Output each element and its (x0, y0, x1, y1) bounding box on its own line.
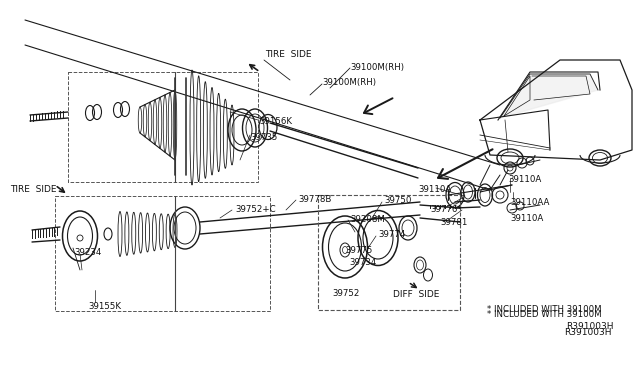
Text: 39774: 39774 (378, 230, 405, 239)
Text: 39100M(RH): 39100M(RH) (350, 63, 404, 72)
Text: 39110A: 39110A (508, 175, 541, 184)
Text: 39110A: 39110A (510, 214, 543, 223)
Text: 39234: 39234 (74, 248, 101, 257)
Text: TIRE  SIDE: TIRE SIDE (265, 50, 312, 59)
Text: 39734: 39734 (349, 258, 376, 267)
Bar (55, 196, 270, 311)
Text: 39208M: 39208M (350, 215, 385, 224)
Text: 39752+C: 39752+C (235, 205, 276, 214)
Bar (68, 72, 258, 182)
Text: 39778B: 39778B (298, 195, 332, 204)
Text: 39110AA: 39110AA (510, 198, 549, 207)
Text: 39781: 39781 (440, 218, 467, 227)
Text: R391003H: R391003H (566, 322, 614, 331)
Text: 39776*: 39776* (430, 205, 461, 214)
Text: 39752: 39752 (332, 289, 360, 298)
Text: 39100M(RH): 39100M(RH) (322, 78, 376, 87)
Text: 39735: 39735 (250, 133, 277, 142)
Text: 39110A: 39110A (418, 185, 451, 194)
Text: * INCLUDED WITH 39100M: * INCLUDED WITH 39100M (487, 310, 602, 319)
Text: 39750: 39750 (384, 196, 412, 205)
Text: * INCLUDED WITH 39100M: * INCLUDED WITH 39100M (487, 305, 602, 314)
Text: 39155K: 39155K (88, 302, 121, 311)
Polygon shape (500, 74, 598, 118)
Text: 39775: 39775 (345, 246, 372, 255)
Text: TIRE  SIDE: TIRE SIDE (10, 185, 56, 194)
Text: 39156K: 39156K (259, 117, 292, 126)
Text: R391003H: R391003H (564, 328, 611, 337)
Text: DIFF  SIDE: DIFF SIDE (393, 290, 440, 299)
